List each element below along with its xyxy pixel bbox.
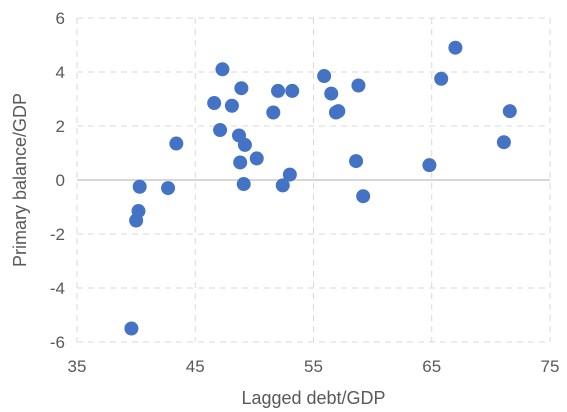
y-axis-title: Primary balance/GDP [10,93,30,267]
data-point [132,179,147,194]
data-points [124,40,517,336]
y-tick-label: 0 [56,171,65,190]
x-axis-title: Lagged debt/GDP [241,388,385,408]
x-tick-label: 75 [541,357,560,376]
data-point [356,189,371,204]
data-point [434,71,449,86]
y-tick-label: -2 [50,225,65,244]
data-point [215,62,230,77]
data-point [271,83,286,98]
x-tick-labels: 35 45 55 65 75 [68,357,560,376]
data-point [317,69,332,84]
data-point [234,81,249,96]
x-tick-label: 35 [68,357,87,376]
data-point [502,104,517,119]
y-tick-label: 6 [56,9,65,28]
x-tick-label: 65 [422,357,441,376]
data-point [131,204,146,219]
data-point [351,78,366,93]
data-point [331,104,346,119]
y-tick-label: 4 [56,63,65,82]
data-point [237,137,252,152]
data-point [224,98,239,113]
gridlines [76,17,551,343]
data-point [161,181,176,196]
y-tick-label: -4 [50,279,65,298]
data-point [324,86,339,101]
data-point [496,135,511,150]
data-point [349,154,364,169]
x-tick-label: 55 [304,357,323,376]
data-point [124,321,139,336]
data-point [169,136,184,151]
data-point [282,167,297,182]
data-point [233,155,248,170]
data-point [249,151,264,166]
data-point [285,83,300,98]
data-point [275,178,290,193]
y-tick-label: -6 [50,333,65,352]
data-point [207,96,222,111]
data-point [266,105,281,120]
data-point [213,123,228,138]
data-point [422,158,437,173]
y-tick-label: 2 [56,117,65,136]
x-tick-label: 45 [186,357,205,376]
y-tick-labels: -6 -4 -2 0 2 4 6 [50,9,65,352]
data-point [236,177,251,192]
data-point [448,40,463,55]
